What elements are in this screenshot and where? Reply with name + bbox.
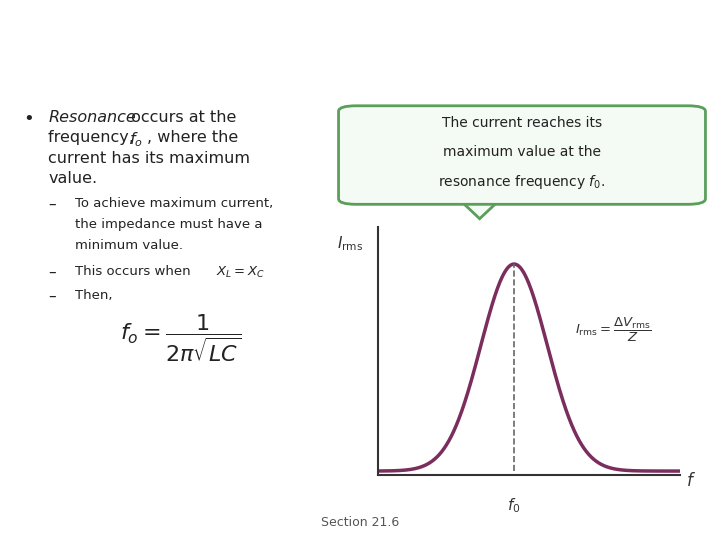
- Text: –: –: [48, 289, 56, 304]
- Text: Then,: Then,: [75, 289, 113, 302]
- Text: occurs at the: occurs at the: [126, 110, 236, 125]
- Text: Section 21.6: Section 21.6: [321, 516, 399, 529]
- Polygon shape: [460, 197, 499, 200]
- Polygon shape: [459, 199, 501, 219]
- Text: $f_o$: $f_o$: [130, 131, 143, 149]
- Text: resonance frequency $f_0$.: resonance frequency $f_0$.: [438, 173, 606, 191]
- Text: current has its maximum: current has its maximum: [48, 151, 251, 166]
- Text: $I_{\rm rms} = \dfrac{\Delta V_{\rm rms}}{Z}$: $I_{\rm rms} = \dfrac{\Delta V_{\rm rms}…: [575, 316, 651, 345]
- Text: The current reaches its: The current reaches its: [442, 116, 602, 130]
- Text: Resonance in an AC Circuit: Resonance in an AC Circuit: [72, 39, 492, 67]
- Text: $f_0$: $f_0$: [508, 496, 521, 515]
- Text: minimum value.: minimum value.: [75, 239, 183, 252]
- Text: $f$: $f$: [686, 472, 696, 490]
- Text: $X_L = X_C$: $X_L = X_C$: [216, 265, 264, 280]
- Text: •: •: [23, 110, 34, 128]
- Text: This occurs when: This occurs when: [75, 265, 195, 278]
- Text: $I_{\rm rms}$: $I_{\rm rms}$: [336, 234, 363, 253]
- Text: value.: value.: [48, 171, 97, 186]
- Text: To achieve maximum current,: To achieve maximum current,: [75, 197, 274, 210]
- FancyBboxPatch shape: [338, 106, 706, 204]
- Text: maximum value at the: maximum value at the: [443, 145, 601, 159]
- Text: Resonance: Resonance: [48, 110, 136, 125]
- Text: $f_o = \dfrac{1}{2\pi\sqrt{LC}}$: $f_o = \dfrac{1}{2\pi\sqrt{LC}}$: [120, 313, 241, 364]
- Text: frequency,: frequency,: [48, 131, 139, 145]
- Text: –: –: [48, 197, 56, 212]
- Text: , where the: , where the: [148, 131, 238, 145]
- Text: the impedance must have a: the impedance must have a: [75, 218, 263, 231]
- Text: –: –: [48, 265, 56, 280]
